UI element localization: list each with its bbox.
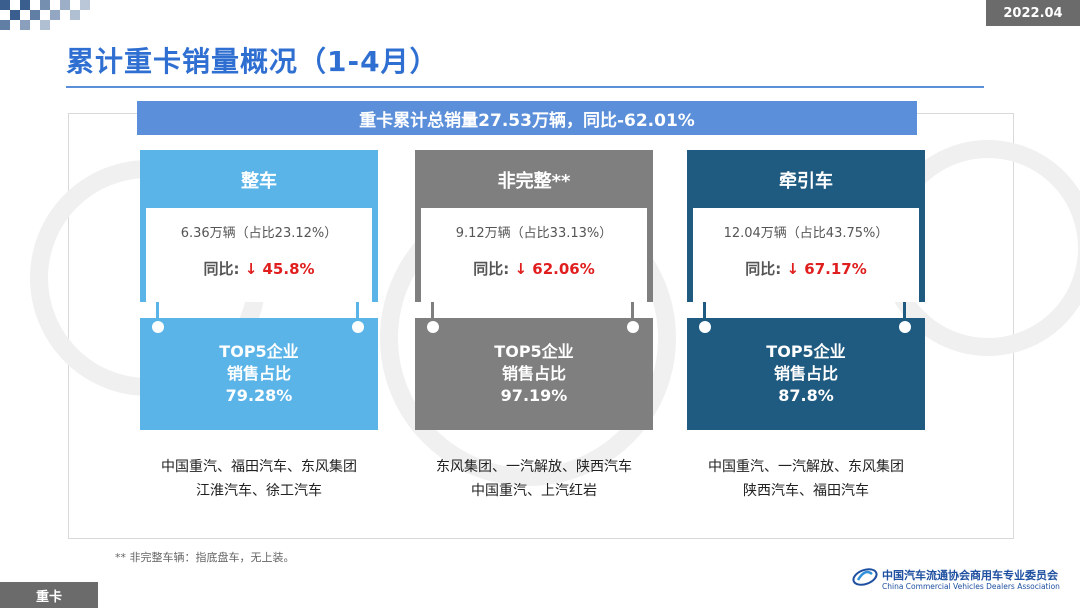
card-title: 整车 xyxy=(241,171,277,192)
top5-sublabel: 销售占比 xyxy=(501,364,566,383)
bolt-icon xyxy=(352,321,364,333)
org-name-en: China Commercial Vehicles Dealers Associ… xyxy=(882,582,1060,591)
checker-decoration xyxy=(0,0,90,40)
top5-companies: 东风集团、一汽解放、陕西汽车 中国重汽、上汽红岩 xyxy=(395,455,673,503)
date-tag: 2022.04 xyxy=(986,0,1080,26)
top5-companies: 中国重汽、福田汽车、东风集团 江淮汽车、徐工汽车 xyxy=(120,455,398,503)
yoy-label: 同比: xyxy=(203,260,240,278)
bolt-icon xyxy=(152,321,164,333)
yoy-label: 同比: xyxy=(473,260,510,278)
card-title: 牵引车 xyxy=(779,171,833,192)
top5-label: TOP5企业 xyxy=(494,342,574,361)
bolt-icon xyxy=(899,321,911,333)
bolt-icon xyxy=(699,321,711,333)
cvda-logo-icon xyxy=(852,568,878,586)
card-connector xyxy=(903,302,906,322)
top5-sublabel: 销售占比 xyxy=(226,364,291,383)
card-stats: 12.04万辆（占比43.75%） 同比: ↓ 67.17% xyxy=(693,208,919,302)
companies-line: 中国重汽、上汽红岩 xyxy=(471,483,597,499)
companies-line: 中国重汽、一汽解放、东风集团 xyxy=(708,459,904,475)
companies-line: 陕西汽车、福田汽车 xyxy=(743,483,869,499)
card-stats: 6.36万辆（占比23.12%） 同比: ↓ 45.8% xyxy=(146,208,372,302)
title-divider xyxy=(66,86,984,88)
card-incomplete-vehicle: 非完整** 9.12万辆（占比33.13%） 同比: ↓ 62.06% xyxy=(415,150,653,302)
card-connector xyxy=(156,302,159,322)
org-name-cn: 中国汽车流通协会商用车专业委员会 xyxy=(882,569,1058,582)
companies-line: 东风集团、一汽解放、陕西汽车 xyxy=(436,459,632,475)
top5-companies: 中国重汽、一汽解放、东风集团 陕西汽车、福田汽车 xyxy=(667,455,945,503)
top5-box: TOP5企业 销售占比 79.28% xyxy=(140,318,378,430)
yoy-label: 同比: xyxy=(745,260,782,278)
footnote: ** 非完整车辆：指底盘车，无上装。 xyxy=(115,551,295,564)
card-connector xyxy=(703,302,706,322)
card-connector xyxy=(631,302,634,322)
page-title: 累计重卡销量概况（1-4月） xyxy=(66,45,439,78)
down-arrow-icon: ↓ xyxy=(786,260,800,278)
down-arrow-icon: ↓ xyxy=(514,260,528,278)
bolt-icon xyxy=(627,321,639,333)
card-tractor: 牵引车 12.04万辆（占比43.75%） 同比: ↓ 67.17% xyxy=(687,150,925,302)
top5-label: TOP5企业 xyxy=(766,342,846,361)
top5-sublabel: 销售占比 xyxy=(773,364,838,383)
sales-share: 12.04万辆（占比43.75%） xyxy=(723,226,889,241)
yoy-value: 67.17% xyxy=(804,260,867,278)
bolt-icon xyxy=(427,321,439,333)
companies-line: 江淮汽车、徐工汽车 xyxy=(196,483,322,499)
top5-box: TOP5企业 销售占比 87.8% xyxy=(687,318,925,430)
yoy-value: 62.06% xyxy=(532,260,595,278)
card-connector xyxy=(356,302,359,322)
card-connector xyxy=(431,302,434,322)
down-arrow-icon: ↓ xyxy=(244,260,258,278)
section-tag: 重卡 xyxy=(0,582,98,608)
yoy-change: 同比: ↓ 62.06% xyxy=(421,258,647,279)
card-complete-vehicle: 整车 6.36万辆（占比23.12%） 同比: ↓ 45.8% xyxy=(140,150,378,302)
sales-share: 6.36万辆（占比23.12%） xyxy=(180,226,338,241)
top5-label: TOP5企业 xyxy=(219,342,299,361)
card-title: 非完整** xyxy=(497,171,571,192)
sales-share: 9.12万辆（占比33.13%） xyxy=(455,226,613,241)
yoy-change: 同比: ↓ 67.17% xyxy=(693,258,919,279)
top5-value: 87.8% xyxy=(778,386,834,405)
summary-banner: 重卡累计总销量27.53万辆，同比-62.01% xyxy=(137,101,917,135)
yoy-change: 同比: ↓ 45.8% xyxy=(146,258,372,279)
top5-value: 97.19% xyxy=(500,386,568,405)
card-stats: 9.12万辆（占比33.13%） 同比: ↓ 62.06% xyxy=(421,208,647,302)
top5-value: 79.28% xyxy=(225,386,293,405)
top5-box: TOP5企业 销售占比 97.19% xyxy=(415,318,653,430)
companies-line: 中国重汽、福田汽车、东风集团 xyxy=(161,459,357,475)
yoy-value: 45.8% xyxy=(262,260,315,278)
